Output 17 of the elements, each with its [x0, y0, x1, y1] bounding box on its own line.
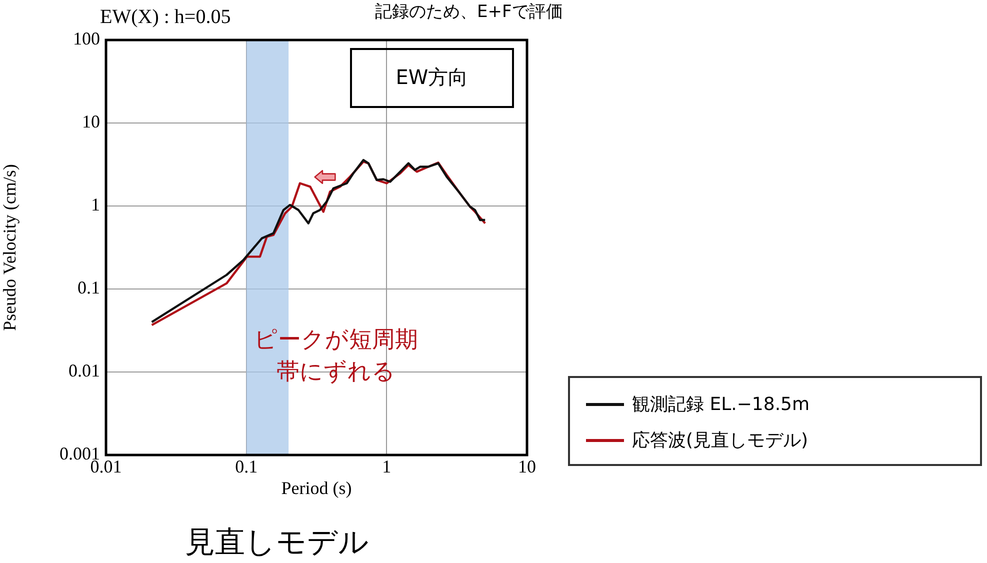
x-tick-label: 0.1: [235, 456, 258, 477]
annotation: ピークが短周期帯にずれる: [253, 326, 419, 387]
y-tick-label: 0.01: [68, 360, 100, 381]
text: 記録のため、E+Fで評価: [375, 1, 563, 23]
y-tick-label: 1: [91, 194, 100, 215]
y-tick-label: 100: [73, 28, 100, 49]
y-tick-label: 0.1: [78, 278, 100, 298]
legend-label: 応答波(見直しモデル): [632, 429, 808, 452]
chart-title: EW(X) : h=0.05: [100, 6, 231, 29]
legend-label: 観測記録 EL.−18.5m: [632, 393, 810, 416]
y-axis-title: Pseudo Velocity (cm/s): [0, 164, 20, 331]
x-axis-title: Period (s): [281, 478, 352, 498]
x-tick-label: 1: [382, 456, 392, 477]
x-tick-label: 10: [518, 456, 536, 477]
text: 見直しモデル: [185, 524, 369, 562]
annotation: EW方向: [350, 48, 514, 108]
y-tick-label: 10: [82, 112, 100, 132]
